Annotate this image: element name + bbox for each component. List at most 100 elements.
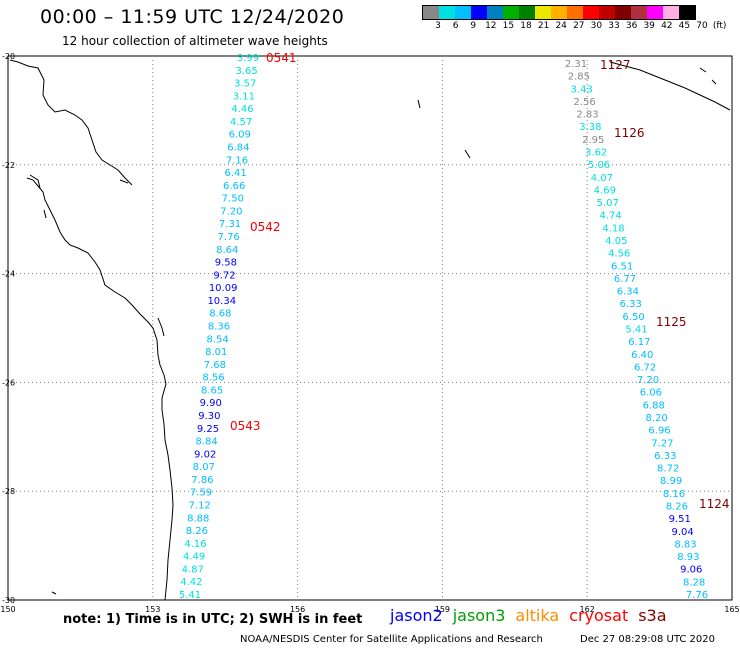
swh-value: 8.64: [216, 245, 238, 256]
coastline: [9, 59, 731, 601]
legend-swatch: [615, 6, 631, 19]
legend-label: 45: [678, 21, 691, 31]
swh-value: 8.54: [206, 334, 228, 345]
swh-value: 7.50: [222, 194, 244, 205]
swh-value: 3.62: [585, 148, 607, 159]
swh-value: 3.38: [579, 122, 601, 133]
swh-value: 6.41: [224, 168, 246, 179]
legend-swatch: [455, 6, 471, 19]
legend-label: 39: [643, 21, 655, 31]
legend-swatch: [631, 6, 647, 19]
pass-time-label: 0542: [250, 220, 281, 234]
legend-label: 6: [452, 21, 459, 31]
swh-value: 9.58: [215, 258, 237, 269]
satellite-s3a: s3a: [638, 606, 667, 625]
longitude-label: 150: [0, 605, 15, 614]
legend-swatch: [647, 6, 663, 19]
swh-value: 6.17: [628, 337, 650, 348]
satellite-altika: altika: [515, 606, 560, 625]
swh-value: 7.20: [220, 206, 242, 217]
longitude-label: 159: [435, 605, 450, 614]
swh-value: 9.06: [680, 565, 702, 576]
swh-value: 6.50: [622, 312, 644, 323]
legend-swatch: [487, 6, 503, 19]
swh-value: 6.84: [227, 143, 249, 154]
swh-value: 3.57: [234, 79, 256, 90]
map-frame: [7, 55, 733, 601]
latitude-label: -30: [2, 596, 15, 605]
swh-value: 4.16: [184, 539, 206, 550]
swh-value: 9.30: [198, 411, 220, 422]
swh-value: 8.56: [202, 373, 224, 384]
swh-value: 4.05: [605, 236, 627, 247]
pass-time-label: 0543: [230, 419, 261, 433]
south-islet: [51, 591, 57, 595]
legend-label: 18: [520, 21, 532, 31]
latitude-label: -24: [2, 270, 15, 279]
swh-value: 2.85: [568, 72, 590, 83]
timestamp-text: Dec 27 08:29:08 UTC 2020: [580, 634, 715, 645]
swh-value: 8.93: [677, 552, 699, 563]
swh-value: 8.26: [666, 502, 688, 513]
legend-label: 33: [608, 21, 620, 31]
swh-value: 8.16: [663, 489, 685, 500]
swh-value: 10.09: [209, 283, 238, 294]
coastal-islet-2: [43, 209, 47, 219]
satellite-cryosat: cryosat: [569, 606, 629, 625]
swh-value: 6.72: [634, 362, 656, 373]
longitude-label: 165: [724, 605, 739, 614]
legend-swatch: [551, 6, 567, 19]
swh-value: 7.31: [219, 219, 241, 230]
legend-swatch: [439, 6, 455, 19]
swh-value: 8.84: [195, 437, 217, 448]
swh-value: 8.26: [186, 526, 208, 537]
swh-value: 3.43: [571, 84, 593, 95]
legend-swatch: [663, 6, 679, 19]
swh-value: 6.66: [223, 181, 245, 192]
swh-value: 6.88: [643, 400, 665, 411]
swh-value: 7.59: [190, 488, 212, 499]
legend-swatch: [679, 6, 695, 19]
swh-value: 2.95: [582, 135, 604, 146]
australia-coastline: [26, 177, 174, 601]
swh-value: 4.69: [594, 185, 616, 196]
swh-value: 7.12: [189, 501, 211, 512]
legend-label: 27: [573, 21, 585, 31]
legend-swatch: [599, 6, 615, 19]
legend-label: 30: [590, 21, 603, 31]
swh-value: 8.28: [683, 577, 705, 588]
swh-value: 5.07: [597, 198, 619, 209]
latitude-label: -26: [2, 378, 15, 387]
legend-swatch: [471, 6, 487, 19]
wave-height-color-legend: [422, 5, 696, 20]
satellite-jason2: jason2: [390, 606, 443, 625]
swh-value: 9.90: [200, 398, 222, 409]
swh-value: 7.86: [191, 475, 213, 486]
swh-value: 6.40: [631, 350, 653, 361]
legend-label: 24: [555, 21, 567, 31]
legend-swatch: [567, 6, 583, 19]
map-subtitle: 12 hour collection of altimeter wave hei…: [62, 34, 328, 48]
latitude-label: -28: [2, 487, 15, 496]
legend-swatch: [423, 6, 439, 19]
swh-value: 7.16: [226, 155, 248, 166]
pass-time-label: 1126: [614, 126, 645, 140]
track-left: 3.99 3.65 3.573.11 4.46 4.57 6.09 6.847.16 6.41…: [179, 53, 259, 601]
swh-value: 7.27: [651, 438, 673, 449]
swh-value: 2.31: [565, 59, 587, 70]
swh-value: 3.99: [237, 53, 259, 64]
swh-value: 8.88: [187, 513, 209, 524]
swh-value: 10.34: [207, 296, 236, 307]
swh-value: 8.83: [674, 539, 696, 550]
swh-value: 8.65: [201, 385, 223, 396]
wave-height-legend-labels: 3 6 9 12 15 18 21 24 27 30 33 36 39 42 45 70 (ft): [422, 21, 740, 35]
swh-value: 9.02: [194, 449, 216, 460]
swh-value: 9.51: [669, 514, 691, 525]
swh-value: 4.74: [599, 211, 621, 222]
legend-swatch: [583, 6, 599, 19]
map-title: 00:00 – 11:59 UTC 12/24/2020: [40, 6, 345, 28]
longitude-label: 153: [145, 605, 160, 614]
satellite-legend: jason2 jason3 altika cryosat s3a: [390, 606, 667, 625]
swh-value: 3.11: [233, 91, 255, 102]
swh-value: 2.56: [574, 97, 596, 108]
